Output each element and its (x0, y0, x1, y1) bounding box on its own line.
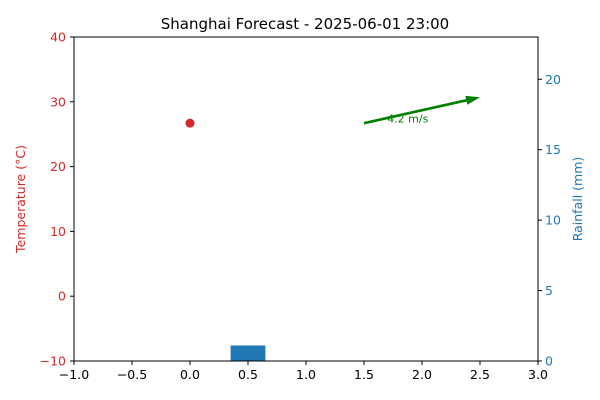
y-left-tick-label: 0 (58, 289, 66, 304)
x-tick-label: 2.5 (470, 367, 490, 382)
y-left-label: Temperature (°C) (13, 145, 28, 254)
y-left-tick-label: 30 (50, 94, 66, 109)
x-tick-label: −0.5 (117, 367, 147, 382)
y-right-tick-label: 0 (545, 354, 553, 369)
rainfall-bar (230, 345, 266, 361)
wind-arrow-shaft (363, 99, 467, 125)
x-tick-label: 2.0 (412, 367, 432, 382)
y-right-tick-label: 10 (545, 213, 561, 228)
y-left-tick-label: −10 (40, 354, 66, 369)
y-left-tick-label: 40 (50, 30, 66, 45)
y-left-tick-label: 10 (50, 224, 66, 239)
x-tick-label: −1.0 (59, 367, 89, 382)
x-tick-label: 1.0 (296, 367, 316, 382)
wind-speed-label: 4.2 m/s (387, 113, 428, 126)
plot-area: −1.0 −0.5 0.0 0.5 1.0 1.5 2.0 2.5 3.0 −10 0 10 20 30 4… (40, 30, 561, 383)
plot-frame (73, 36, 539, 362)
wind-arrow-head (465, 95, 480, 105)
y-right-tick-label: 15 (545, 142, 561, 157)
y-left-tick-label: 20 (50, 159, 66, 174)
x-tick-label: 1.5 (354, 367, 374, 382)
temperature-point (185, 118, 195, 128)
x-tick-label: 3.0 (528, 367, 548, 382)
x-tick-label: 0.0 (180, 367, 200, 382)
chart-title: Shanghai Forecast - 2025-06-01 23:00 (161, 15, 449, 33)
x-tick-label: 0.5 (238, 367, 258, 382)
y-right-tick-label: 20 (545, 72, 561, 87)
y-right-tick-label: 5 (545, 283, 553, 298)
y-right-label: Rainfall (mm) (570, 157, 585, 242)
